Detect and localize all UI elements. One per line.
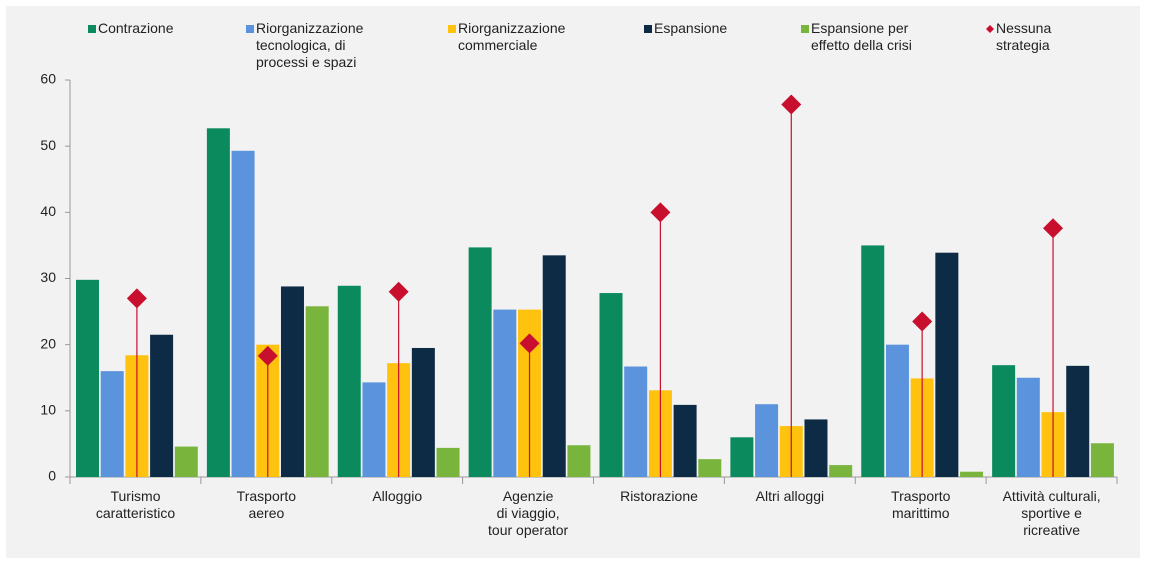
marker [1043, 218, 1064, 239]
y-tick-label: 0 [48, 468, 56, 484]
bar [804, 419, 828, 477]
x-tick-label: Ristorazione [620, 488, 698, 504]
bar [411, 347, 435, 477]
x-tick-label: Trasporto aereo [236, 488, 297, 521]
bar [76, 279, 99, 477]
bar [829, 465, 853, 477]
marker [388, 281, 409, 302]
marker [257, 345, 278, 366]
legend-marker [246, 25, 254, 33]
legend-label: Contrazione [98, 20, 174, 36]
bar [362, 382, 386, 477]
x-tick-label: Trasporto marittimo [891, 488, 951, 521]
bar [542, 255, 566, 477]
y-tick-label: 20 [40, 335, 56, 351]
y-tick-label: 60 [40, 71, 56, 87]
bar [174, 446, 198, 477]
marker [126, 288, 147, 309]
marker [781, 94, 802, 115]
bar [305, 306, 329, 477]
marker [519, 333, 540, 354]
legend-marker [88, 25, 96, 33]
bar [885, 344, 909, 477]
legend-marker [801, 25, 809, 33]
bar [150, 334, 174, 477]
legend-marker [448, 25, 456, 33]
bar [280, 286, 304, 477]
x-tick-label: Attività culturali, sportive e ricreativ… [1002, 488, 1101, 538]
bar [730, 437, 754, 477]
legend-label: Nessuna strategia [996, 20, 1052, 53]
legend-label: Riorganizzazione commerciale [458, 20, 566, 53]
bar [337, 285, 361, 477]
bar [673, 404, 697, 477]
legend-label: Espansione per effetto della crisi [811, 20, 912, 53]
bar [493, 309, 517, 477]
bar [960, 471, 984, 477]
bar [698, 459, 722, 477]
x-tick-label: Altri alloggi [755, 488, 825, 504]
bar [567, 445, 591, 477]
x-tick-label: Alloggio [372, 488, 423, 504]
bar [755, 404, 779, 477]
marker [650, 202, 671, 223]
bar [624, 366, 648, 477]
y-tick-label: 50 [40, 137, 56, 153]
bar [231, 150, 255, 477]
y-tick-label: 10 [40, 402, 56, 418]
x-tick-label: Agenzie di viaggio, tour operator [488, 488, 569, 538]
bar [861, 245, 885, 477]
legend-label: Riorganizzazione tecnologica, di process… [256, 20, 364, 70]
legend-marker [986, 25, 994, 33]
bar [992, 365, 1016, 477]
bar [599, 293, 623, 477]
y-tick-label: 30 [40, 269, 56, 285]
bar [1090, 443, 1114, 477]
y-tick-label: 40 [40, 203, 56, 219]
bar [1016, 377, 1040, 477]
x-tick-label: Turismo caratteristico [95, 488, 176, 521]
legend-label: Espansione [654, 20, 728, 36]
bar [100, 371, 124, 477]
bar [1066, 365, 1090, 477]
bar [206, 128, 230, 477]
marker [912, 311, 933, 332]
bar [436, 447, 460, 477]
bar [935, 252, 959, 477]
bar [468, 247, 492, 477]
legend-marker [644, 25, 652, 33]
